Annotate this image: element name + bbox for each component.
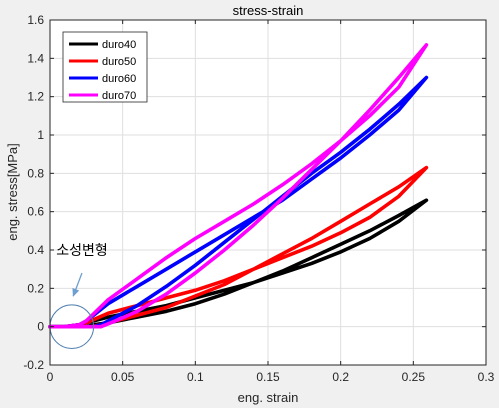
series-duro70-line	[48, 43, 429, 329]
series-layer	[48, 43, 429, 329]
tick-labels: 0 0.05 0.1 0.15 0.2 0.25 0.3-0.200.20.40.60.81…	[23, 13, 494, 384]
axis-ticks	[49, 19, 487, 366]
legend-label-duro40: duro40	[102, 39, 136, 51]
chart-title: stress-strain	[233, 3, 304, 18]
legend-label-duro70: duro70	[102, 90, 136, 102]
y-tick-label: -0.2	[23, 358, 44, 372]
legend: duro40 duro50 duro60 duro70	[62, 31, 148, 103]
y-axis-label: eng. stress[MPa]	[5, 143, 20, 241]
y-tick-label: 1.6	[27, 13, 44, 27]
annotation-arrow	[72, 272, 83, 297]
x-tick-label: 0.1	[187, 370, 204, 384]
y-tick-label: 0.6	[27, 205, 44, 219]
y-tick-label: 0.8	[27, 166, 44, 180]
series-duro60-line	[48, 75, 429, 329]
x-tick-label: 0	[47, 370, 54, 384]
annotation-text: 소성변형	[56, 242, 108, 258]
x-tick-label: 0.2	[332, 370, 349, 384]
legend-label-duro60: duro60	[102, 73, 136, 85]
annotation-layer: 소성변형	[49, 242, 108, 349]
y-tick-label: 1	[37, 128, 44, 142]
legend-label-duro50: duro50	[102, 56, 136, 68]
x-axis-label: eng. strain	[238, 390, 299, 405]
x-tick-label: 0.25	[402, 370, 426, 384]
x-tick-label: 0.3	[478, 370, 495, 384]
y-tick-label: 0	[37, 320, 44, 334]
y-tick-label: 0.4	[27, 243, 44, 257]
y-tick-label: 1.2	[27, 90, 44, 104]
x-tick-label: 0.05	[111, 370, 135, 384]
y-tick-label: 0.2	[27, 281, 44, 295]
x-tick-label: 0.15	[256, 370, 280, 384]
y-tick-label: 1.4	[27, 51, 44, 65]
